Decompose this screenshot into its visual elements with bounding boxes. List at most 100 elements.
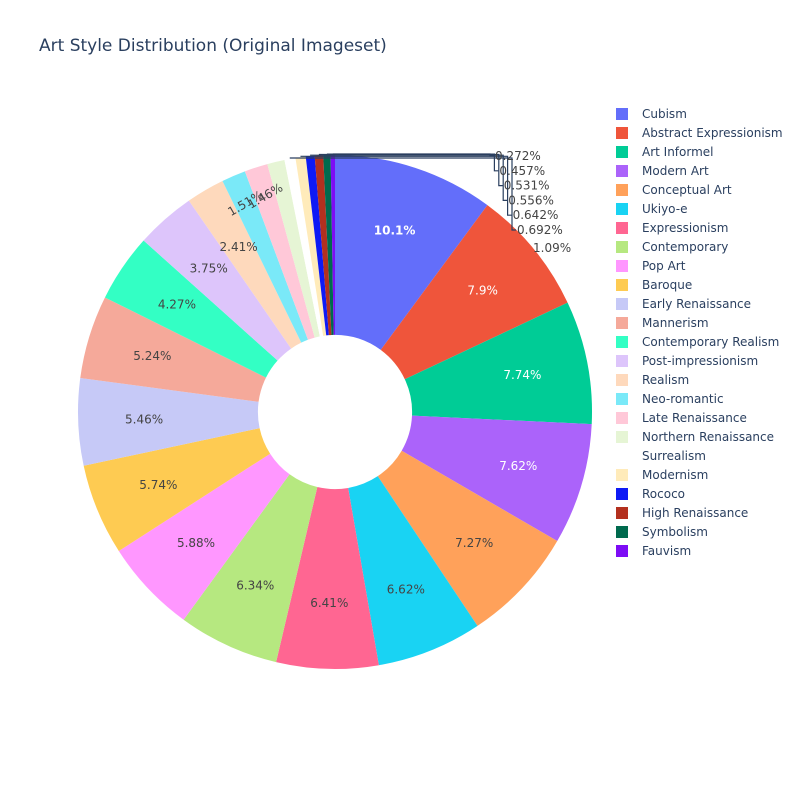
- pie-slice-abstract-expressionism[interactable]: [380, 205, 568, 380]
- legend-label: Contemporary: [642, 240, 728, 254]
- legend-item-contemporary[interactable]: Contemporary: [616, 240, 728, 254]
- pie-slice-fauvism[interactable]: [330, 155, 335, 335]
- legend-swatch: [616, 374, 628, 386]
- slice-label-rococo: 0.556%: [508, 193, 554, 207]
- legend-swatch: [615, 449, 629, 463]
- legend-item-art-informel[interactable]: Art Informel: [616, 145, 714, 159]
- legend-item-post-impressionism[interactable]: Post-impressionism: [616, 354, 758, 368]
- legend-swatch: [616, 260, 628, 272]
- legend-item-ukiyo-e[interactable]: Ukiyo-e: [616, 202, 687, 216]
- slice-label-high-renaissance: 0.531%: [504, 179, 550, 193]
- legend-swatch: [616, 469, 628, 481]
- legend-item-fauvism[interactable]: Fauvism: [616, 544, 691, 558]
- legend-label: Expressionism: [642, 221, 728, 235]
- legend-label: Early Renaissance: [642, 297, 751, 311]
- slice-label-baroque: 5.74%: [139, 478, 177, 492]
- inside-labels: 10.1% 7.9% 7.74% 7.62% 7.27% 6.62% 6.41% 6.34% 5…: [125, 180, 541, 610]
- legend-item-symbolism[interactable]: Symbolism: [616, 525, 708, 539]
- slice-label-modern-art: 7.62%: [499, 459, 537, 473]
- legend: Cubism Abstract Expressionism Art Informel…: [615, 107, 783, 558]
- legend-label: Neo-romantic: [642, 392, 724, 406]
- pie-slice-pop-art[interactable]: [118, 453, 290, 620]
- legend-swatch: [616, 545, 628, 557]
- legend-swatch: [616, 393, 628, 405]
- legend-label: Realism: [642, 373, 689, 387]
- pie-slice-conceptual-art[interactable]: [377, 450, 558, 626]
- legend-swatch: [616, 146, 628, 158]
- legend-item-rococo[interactable]: Rococo: [616, 487, 685, 501]
- slice-label-post-impressionism: 3.75%: [190, 262, 228, 276]
- legend-label: Conceptual Art: [642, 183, 732, 197]
- legend-item-contemporary-realism[interactable]: Contemporary Realism: [616, 335, 779, 349]
- legend-label: Modern Art: [642, 164, 709, 178]
- legend-item-cubism[interactable]: Cubism: [616, 107, 687, 121]
- pie-slice-expressionism[interactable]: [276, 487, 379, 669]
- legend-swatch: [616, 222, 628, 234]
- pie-slice-northern-renaissance[interactable]: [267, 160, 320, 338]
- slice-label-early-renaissance: 5.46%: [125, 412, 163, 426]
- pie-slice-late-renaissance[interactable]: [244, 164, 315, 340]
- legend-item-surrealism[interactable]: Surrealism: [615, 449, 706, 463]
- legend-label: Contemporary Realism: [642, 335, 779, 349]
- legend-item-early-renaissance[interactable]: Early Renaissance: [616, 297, 751, 311]
- legend-item-conceptual-art[interactable]: Conceptual Art: [616, 183, 732, 197]
- legend-label: High Renaissance: [642, 506, 748, 520]
- legend-item-high-renaissance[interactable]: High Renaissance: [616, 506, 748, 520]
- legend-item-expressionism[interactable]: Expressionism: [616, 221, 728, 235]
- legend-label: Post-impressionism: [642, 354, 758, 368]
- pie-slice-contemporary[interactable]: [183, 474, 318, 663]
- slice-label-cubism: 10.1%: [374, 223, 416, 237]
- legend-label: Abstract Expressionism: [642, 126, 783, 140]
- legend-swatch: [616, 336, 628, 348]
- outside-labels: 1.09% 0.692%0.642%0.556%0.531%0.457%0.272…: [289, 149, 571, 255]
- legend-label: Baroque: [642, 278, 692, 292]
- slice-label-northern-renaissance: 1.09%: [533, 241, 571, 255]
- pie-slice-rococo[interactable]: [305, 155, 329, 336]
- legend-item-northern-renaissance[interactable]: Northern Renaissance: [616, 430, 774, 444]
- pie-slice-cubism[interactable]: [335, 155, 488, 350]
- pie-slice-modernism[interactable]: [295, 156, 327, 336]
- pie-slice-post-impressionism[interactable]: [143, 200, 292, 361]
- legend-label: Modernism: [642, 468, 708, 482]
- legend-swatch: [616, 317, 628, 329]
- legend-swatch: [616, 184, 628, 196]
- pie-slice-art-informel[interactable]: [404, 302, 592, 425]
- legend-item-baroque[interactable]: Baroque: [616, 278, 692, 292]
- legend-swatch: [616, 507, 628, 519]
- legend-item-modern-art[interactable]: Modern Art: [616, 164, 709, 178]
- legend-label: Rococo: [642, 487, 685, 501]
- pie-slice-contemporary-realism[interactable]: [104, 240, 278, 378]
- legend-item-mannerism[interactable]: Mannerism: [616, 316, 709, 330]
- pie-slice-modern-art[interactable]: [401, 415, 592, 542]
- legend-label: Symbolism: [642, 525, 708, 539]
- pie-slice-surrealism[interactable]: [284, 158, 324, 337]
- pie-slice-ukiyo-e[interactable]: [348, 476, 478, 666]
- legend-item-abstract-expressionism[interactable]: Abstract Expressionism: [616, 126, 783, 140]
- slice-label-modernism: 0.642%: [513, 208, 559, 222]
- legend-item-late-renaissance[interactable]: Late Renaissance: [616, 411, 747, 425]
- legend-item-modernism[interactable]: Modernism: [616, 468, 708, 482]
- pie-slice-realism[interactable]: [188, 180, 302, 349]
- pie-slice-early-renaissance[interactable]: [78, 378, 260, 466]
- pie-slice-high-renaissance[interactable]: [314, 155, 332, 336]
- legend-item-pop-art[interactable]: Pop Art: [616, 259, 686, 273]
- leader-line-fauvism: [332, 153, 494, 157]
- legend-label: Fauvism: [642, 544, 691, 558]
- pie-slice-baroque[interactable]: [83, 428, 271, 551]
- legend-swatch: [616, 127, 628, 139]
- legend-label: Pop Art: [642, 259, 686, 273]
- slice-label-pop-art: 5.88%: [177, 536, 215, 550]
- slice-label-symbolism: 0.457%: [499, 164, 545, 178]
- legend-item-realism[interactable]: Realism: [616, 373, 689, 387]
- pie-slice-symbolism[interactable]: [323, 155, 334, 335]
- legend-swatch: [616, 279, 628, 291]
- legend-label: Late Renaissance: [642, 411, 747, 425]
- legend-item-neo-romantic[interactable]: Neo-romantic: [616, 392, 724, 406]
- pie-slice-mannerism[interactable]: [80, 297, 266, 402]
- slice-label-expressionism: 6.41%: [310, 596, 348, 610]
- legend-label: Mannerism: [642, 316, 709, 330]
- legend-swatch: [616, 203, 628, 215]
- pie-slice-neo-romantic[interactable]: [222, 171, 308, 343]
